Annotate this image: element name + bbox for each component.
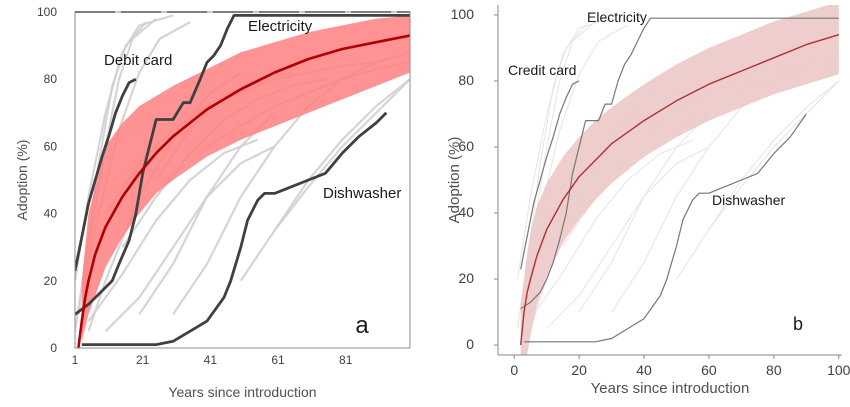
series-line-dishwasher-b <box>524 113 807 343</box>
x-tick-label-b: 0 <box>510 362 518 378</box>
confidence-band-b <box>520 5 839 355</box>
series-line-electricity-a <box>75 13 410 316</box>
y-tick-label-a: 60 <box>44 139 58 153</box>
x-tick-label-b: 20 <box>571 362 587 378</box>
background-series-line-b <box>530 139 693 319</box>
y-tick-label-b: 0 <box>466 336 474 352</box>
x-tick-label-a: 1 <box>72 353 79 367</box>
x-tick-label-b: 80 <box>766 362 782 378</box>
y-tick-label-b: 100 <box>451 6 475 22</box>
series-label-credit-card-b: Credit card <box>508 62 576 78</box>
y-tick-label-b: 40 <box>458 204 474 220</box>
fit-curve-a <box>77 34 410 348</box>
y-axis-label-b: Adoption (%) <box>446 137 463 224</box>
y-tick-label-a: 80 <box>44 72 58 86</box>
background-series-line-a <box>239 78 410 282</box>
series-line-dishwasher-a <box>81 111 388 347</box>
panel-label-b: b <box>793 314 803 334</box>
background-series-line-b <box>708 80 840 230</box>
y-tick-label-b: 60 <box>458 138 474 154</box>
series-label-electricity-a: Electricity <box>248 18 313 35</box>
y-tick-label-b: 80 <box>458 72 474 88</box>
x-axis-label-b: Years since introduction <box>591 380 750 397</box>
x-tick-label-a: 21 <box>136 353 150 367</box>
y-axis-label-a: Adoption (%) <box>14 140 30 221</box>
x-axis-label-a: Years since introduction <box>168 384 316 400</box>
background-series-line-a <box>273 78 410 232</box>
background-series-line-a <box>87 138 259 322</box>
chart-panel-b: 0 20 40 60 80 100 0 20 40 60 80 100 Years since intr… <box>446 5 850 397</box>
background-series-line-b <box>546 146 710 329</box>
x-tick-label-a: 81 <box>339 353 353 367</box>
x-tick-label-b: 40 <box>636 362 652 378</box>
background-series-line-b <box>578 113 710 313</box>
y-tick-label-a: 100 <box>37 5 57 19</box>
series-label-dishwasher-b: Dishwasher <box>712 192 785 208</box>
chart-panel-a: 1 21 41 61 81 0 20 40 60 80 100 Years since introdu… <box>14 5 411 400</box>
panel-label-a: a <box>355 312 369 339</box>
series-label-electricity-b: Electricity <box>587 9 647 25</box>
series-line-electricity-b <box>520 17 839 310</box>
axes-b: 0 20 40 60 80 100 0 20 40 60 80 100 Years since intr… <box>446 5 850 397</box>
plot-content-b <box>517 5 840 355</box>
y-tick-label-a: 20 <box>44 274 58 288</box>
series-line-credit-card-b <box>520 80 580 270</box>
series-line-debit-card-a <box>75 77 137 271</box>
confidence-band-a <box>81 15 410 342</box>
x-tick-label-b: 60 <box>701 362 717 378</box>
background-series-line-b <box>676 80 840 280</box>
background-series-line-a <box>104 145 276 332</box>
series-label-debit-card-a: Debit card <box>104 52 172 69</box>
x-tick-label-b: 100 <box>827 362 850 378</box>
x-tick-label-a: 41 <box>204 353 218 367</box>
series-label-dishwasher-a: Dishwasher <box>323 185 401 202</box>
plot-content-a <box>75 13 410 348</box>
y-tick-label-a: 40 <box>44 207 58 221</box>
y-tick-label-b: 20 <box>458 270 474 286</box>
fit-curve-b <box>520 34 840 346</box>
axes-a: 1 21 41 61 81 0 20 40 60 80 100 Years since introdu… <box>14 5 411 400</box>
x-tick-label-a: 61 <box>271 353 285 367</box>
y-tick-label-a: 0 <box>50 341 57 355</box>
